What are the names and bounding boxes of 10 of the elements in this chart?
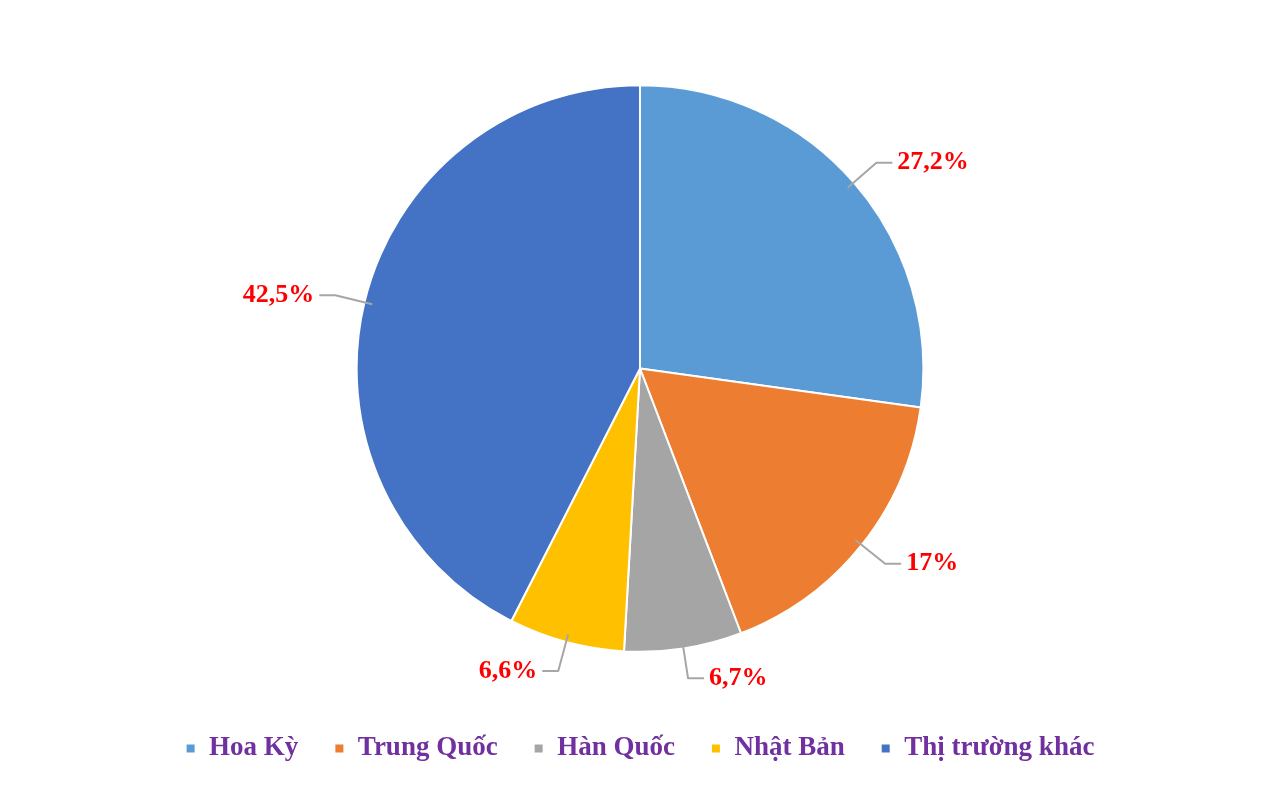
data-label: 42,5% xyxy=(242,279,315,309)
data-label: 6,7% xyxy=(709,661,768,691)
legend-label: Thị trường khác xyxy=(904,731,1095,762)
legend-label: Nhật Bản xyxy=(734,731,845,762)
data-label: 27,2% xyxy=(897,146,969,176)
legend-label: Trung Quốc xyxy=(357,731,498,762)
data-label: 6,6% xyxy=(478,654,538,684)
legend-label: Hoa Kỳ xyxy=(209,731,299,762)
data-label: 17% xyxy=(906,547,959,577)
legend-label: Hàn Quốc xyxy=(557,731,675,762)
